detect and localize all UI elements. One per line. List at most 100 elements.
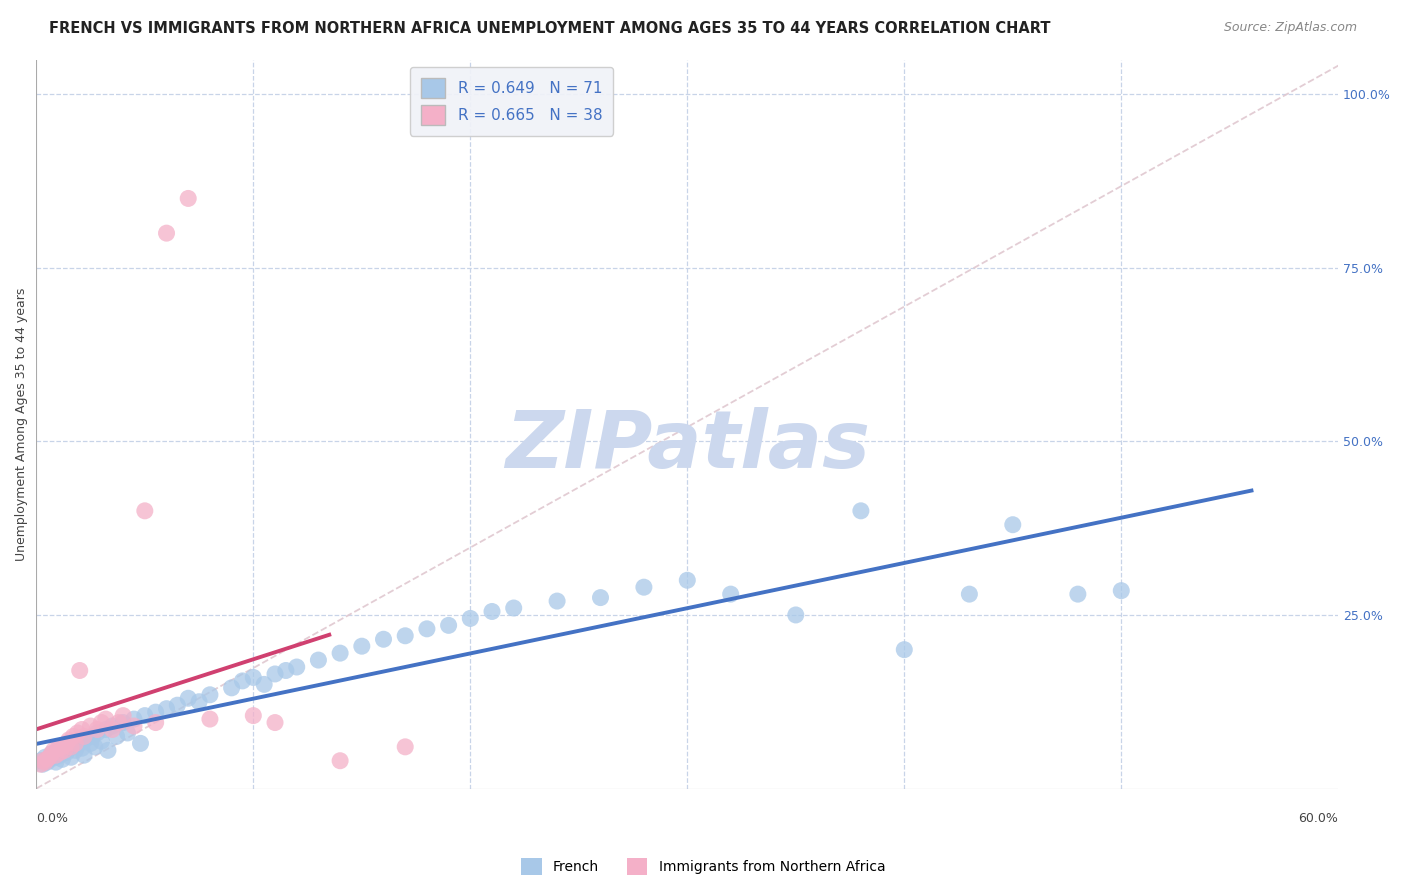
Point <box>129 736 152 750</box>
Point <box>31 757 53 772</box>
Point <box>94 712 117 726</box>
Point <box>37 752 59 766</box>
Point <box>86 726 108 740</box>
Point <box>198 712 221 726</box>
Point <box>53 739 76 754</box>
Point <box>79 736 101 750</box>
Point <box>589 591 612 605</box>
Point <box>481 605 503 619</box>
Point <box>134 504 156 518</box>
Point <box>460 611 482 625</box>
Point <box>1109 583 1132 598</box>
Point <box>60 739 83 754</box>
Point <box>62 730 84 744</box>
Point <box>188 695 211 709</box>
Point <box>90 734 112 748</box>
Point <box>49 746 72 760</box>
Point <box>69 732 91 747</box>
Point <box>73 730 96 744</box>
Point <box>46 741 69 756</box>
Text: FRENCH VS IMMIGRANTS FROM NORTHERN AFRICA UNEMPLOYMENT AMONG AGES 35 TO 44 YEARS: FRENCH VS IMMIGRANTS FROM NORTHERN AFRIC… <box>49 21 1050 36</box>
Point <box>75 731 97 746</box>
Text: 60.0%: 60.0% <box>1298 812 1339 825</box>
Point <box>45 748 67 763</box>
Point <box>849 504 872 518</box>
Point <box>264 667 287 681</box>
Point <box>350 639 373 653</box>
Point <box>307 653 329 667</box>
Point <box>70 741 93 756</box>
Point <box>105 730 128 744</box>
Point <box>231 673 253 688</box>
Point <box>785 607 807 622</box>
Point <box>329 646 352 660</box>
Point <box>42 743 65 757</box>
Point <box>45 755 67 769</box>
Point <box>198 688 221 702</box>
Point <box>329 754 352 768</box>
Point <box>285 660 308 674</box>
Point <box>122 712 145 726</box>
Point <box>46 743 69 757</box>
Point <box>394 629 416 643</box>
Point <box>117 726 139 740</box>
Point <box>38 750 60 764</box>
Point <box>373 632 395 647</box>
Point <box>84 739 107 754</box>
Point <box>177 191 200 205</box>
Point <box>101 723 124 737</box>
Point <box>60 750 83 764</box>
Point <box>177 691 200 706</box>
Point <box>437 618 460 632</box>
Point <box>34 750 56 764</box>
Point <box>264 715 287 730</box>
Point <box>274 664 297 678</box>
Point <box>73 748 96 763</box>
Y-axis label: Unemployment Among Ages 35 to 44 years: Unemployment Among Ages 35 to 44 years <box>15 287 28 561</box>
Point <box>55 736 77 750</box>
Text: 0.0%: 0.0% <box>37 812 69 825</box>
Point <box>145 705 167 719</box>
Point <box>49 748 72 763</box>
Point <box>65 743 87 757</box>
Point <box>1001 517 1024 532</box>
Text: Source: ZipAtlas.com: Source: ZipAtlas.com <box>1223 21 1357 34</box>
Point <box>51 752 73 766</box>
Point <box>242 670 264 684</box>
Point <box>112 715 135 730</box>
Point <box>122 719 145 733</box>
Point <box>69 664 91 678</box>
Point <box>221 681 243 695</box>
Point <box>53 743 76 757</box>
Point <box>66 726 89 740</box>
Point <box>546 594 568 608</box>
Point <box>79 719 101 733</box>
Point <box>502 601 524 615</box>
Point <box>166 698 188 713</box>
Point <box>101 719 124 733</box>
Point <box>145 715 167 730</box>
Point <box>30 757 52 772</box>
Point <box>30 754 52 768</box>
Point <box>58 732 80 747</box>
Point <box>86 723 108 737</box>
Point <box>893 642 915 657</box>
Point <box>107 715 129 730</box>
Point <box>42 751 65 765</box>
Point <box>31 754 53 768</box>
Point <box>253 677 276 691</box>
Text: ZIPatlas: ZIPatlas <box>505 407 870 485</box>
Point <box>676 573 699 587</box>
Point <box>957 587 980 601</box>
Legend: French, Immigrants from Northern Africa: French, Immigrants from Northern Africa <box>515 853 891 880</box>
Point <box>34 755 56 769</box>
Point <box>62 736 84 750</box>
Point <box>720 587 742 601</box>
Point <box>38 752 60 766</box>
Point <box>134 708 156 723</box>
Point <box>37 755 59 769</box>
Point <box>416 622 439 636</box>
Point <box>97 743 120 757</box>
Point <box>66 739 89 753</box>
Point <box>70 723 93 737</box>
